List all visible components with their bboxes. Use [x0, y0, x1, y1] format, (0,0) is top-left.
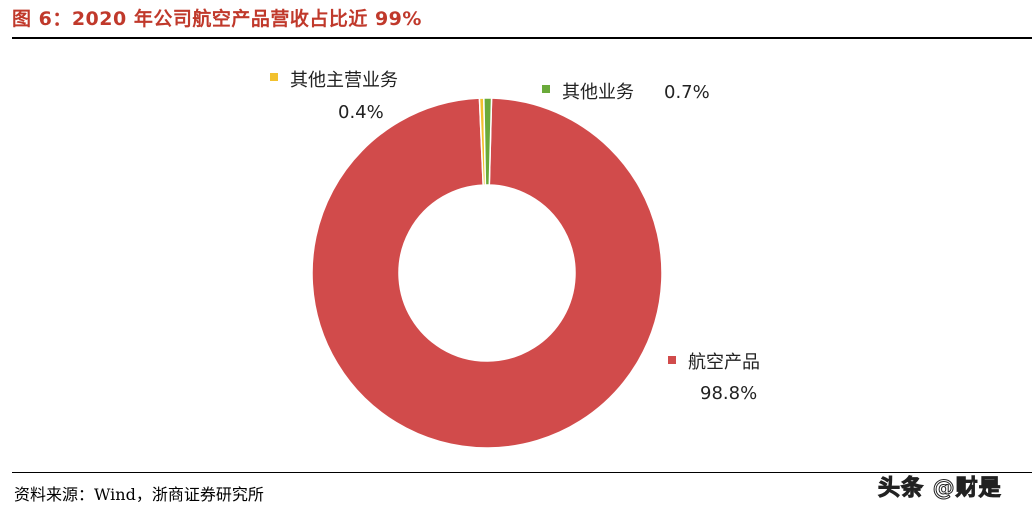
figure-title: 图 6：2020 年公司航空产品营收占比近 99%: [12, 8, 422, 30]
slice-label-other-main: 其他主营业务: [290, 70, 398, 91]
source-note: 资料来源：Wind，浙商证券研究所: [14, 485, 264, 504]
slice-label-other: 其他业务: [562, 82, 634, 103]
title-rule: [12, 37, 1032, 39]
legend-marker-other: [542, 85, 550, 93]
donut-chart: 其他主营业务 0.4% 其他业务 0.7% 航空产品 98.8%: [270, 70, 760, 449]
source-rule: [12, 472, 1032, 473]
slice-value-other-main: 0.4%: [338, 102, 384, 123]
slice-value-other: 0.7%: [664, 82, 710, 103]
donut-slices: [311, 97, 663, 449]
slice-label-aviation: 航空产品: [688, 352, 760, 373]
legend-marker-other-main: [270, 73, 278, 81]
slice-value-aviation: 98.8%: [700, 383, 757, 404]
donut-slice-other: [483, 97, 493, 186]
legend-marker-aviation: [668, 356, 676, 364]
watermark: 头条 @财是: [878, 476, 1002, 502]
donut-slice-aviation: [311, 97, 663, 449]
